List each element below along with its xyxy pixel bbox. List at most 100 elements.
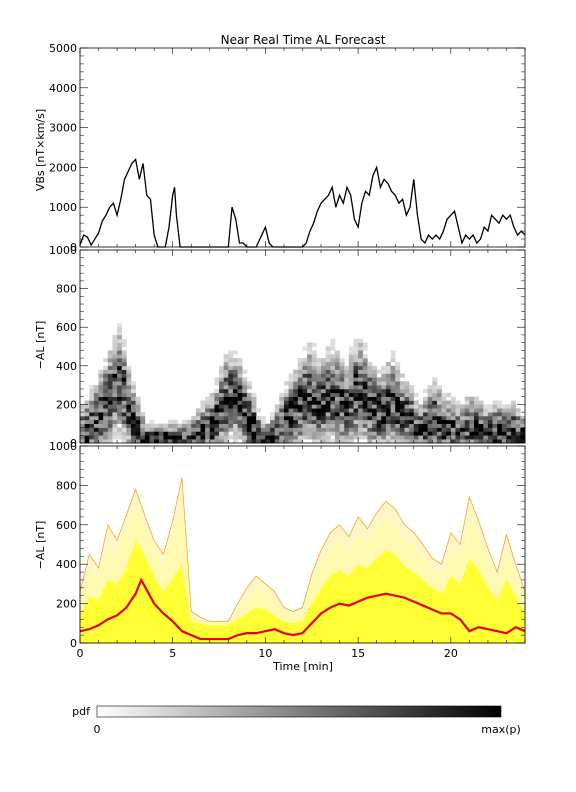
heatmap-cell — [251, 408, 257, 413]
heatmap-cell — [311, 354, 317, 359]
heatmap-cell — [321, 396, 326, 401]
heatmap-cell — [487, 419, 493, 424]
heatmap-cell — [390, 431, 396, 436]
heatmap-cell — [297, 369, 303, 374]
heatmap-cell — [321, 365, 326, 370]
heatmap-cell — [460, 419, 466, 424]
heatmap-cell — [209, 400, 215, 405]
heatmap-cell — [93, 404, 99, 409]
heatmap-cell — [501, 404, 507, 409]
heatmap-cell — [418, 427, 424, 432]
heatmap-cell — [436, 415, 442, 421]
heatmap-cell — [307, 361, 313, 367]
heatmap-cell — [260, 439, 266, 444]
heatmap-cell — [427, 408, 433, 413]
heatmap-cell — [362, 415, 368, 421]
heatmap-cell — [219, 369, 224, 374]
heatmap-cell — [135, 408, 141, 413]
heatmap-cell — [84, 431, 90, 436]
heatmap-cell — [107, 365, 113, 370]
heatmap-cell — [376, 404, 382, 409]
heatmap-cell — [330, 342, 336, 347]
heatmap-cell — [89, 396, 95, 401]
heatmap-cell — [325, 350, 331, 355]
heatmap-cell — [214, 423, 220, 428]
heatmap-cell — [436, 412, 442, 417]
heatmap-cell — [520, 435, 526, 440]
heatmap-cell — [492, 400, 498, 405]
heatmap-cell — [446, 392, 452, 397]
heatmap-cell — [112, 423, 118, 428]
heatmap-cell — [117, 385, 123, 390]
heatmap-cell — [436, 435, 442, 440]
heatmap-cell — [348, 365, 354, 370]
y-axis-title-al-pdf: −AL [nT] — [34, 321, 47, 370]
heatmap-cell — [339, 388, 345, 394]
heatmap-cell — [460, 431, 466, 436]
heatmap-cell — [441, 408, 447, 413]
heatmap-cell — [126, 412, 132, 417]
heatmap-cell — [362, 385, 368, 390]
heatmap-cell — [219, 423, 224, 428]
heatmap-cell — [455, 427, 461, 432]
heatmap-cell — [511, 439, 517, 444]
heatmap-cell — [511, 435, 517, 440]
heatmap-cell — [404, 396, 410, 401]
heatmap-cell — [423, 388, 428, 394]
heatmap-cell — [362, 419, 368, 424]
heatmap-cell — [520, 415, 526, 421]
heatmap-cell — [316, 431, 322, 436]
heatmap-cell — [93, 408, 99, 413]
heatmap-cell — [321, 419, 326, 424]
heatmap-cell — [117, 350, 123, 355]
heatmap-cell — [228, 385, 234, 390]
heatmap-cell — [307, 369, 313, 374]
heatmap-cell — [381, 408, 387, 413]
heatmap-cell — [423, 431, 428, 436]
heatmap-cell — [436, 427, 442, 432]
heatmap-cell — [436, 404, 442, 409]
heatmap-cell — [339, 381, 345, 386]
heatmap-cell — [483, 408, 489, 413]
heatmap-cell — [302, 381, 308, 386]
heatmap-cell — [307, 342, 313, 347]
heatmap-cell — [423, 419, 428, 424]
heatmap-cell — [274, 423, 280, 428]
heatmap-cell — [330, 423, 336, 428]
heatmap-cell — [121, 377, 127, 382]
heatmap-cell — [237, 419, 243, 424]
heatmap-cell — [200, 415, 206, 421]
heatmap-cell — [325, 369, 331, 374]
heatmap-cell — [307, 408, 313, 413]
heatmap-cell — [418, 439, 424, 444]
heatmap-cell — [172, 427, 178, 432]
heatmap-cell — [302, 365, 308, 370]
heatmap-cell — [385, 377, 391, 382]
heatmap-cell — [390, 427, 396, 432]
heatmap-cell — [121, 396, 127, 401]
heatmap-cell — [381, 365, 387, 370]
heatmap-cell — [344, 415, 350, 421]
heatmap-cell — [288, 412, 294, 417]
heatmap-cell — [307, 354, 313, 359]
heatmap-cell — [168, 431, 174, 436]
heatmap-cell — [219, 373, 224, 378]
heatmap-cell — [358, 377, 364, 382]
heatmap-cell — [432, 396, 438, 401]
heatmap-cell — [135, 427, 141, 432]
heatmap-cell — [455, 431, 461, 436]
heatmap-cell — [223, 354, 229, 359]
heatmap-cell — [353, 423, 359, 428]
heatmap-cell — [367, 404, 373, 409]
heatmap-cell — [293, 369, 299, 374]
heatmap-cell — [353, 408, 359, 413]
heatmap-cell — [469, 404, 475, 409]
heatmap-cell — [464, 431, 470, 436]
heatmap-cell — [478, 423, 484, 428]
heatmap-cell — [297, 361, 303, 367]
heatmap-cell — [348, 381, 354, 386]
heatmap-cell — [334, 439, 340, 444]
heatmap-cell — [117, 388, 123, 394]
heatmap-cell — [93, 392, 99, 397]
heatmap-cell — [358, 361, 364, 367]
